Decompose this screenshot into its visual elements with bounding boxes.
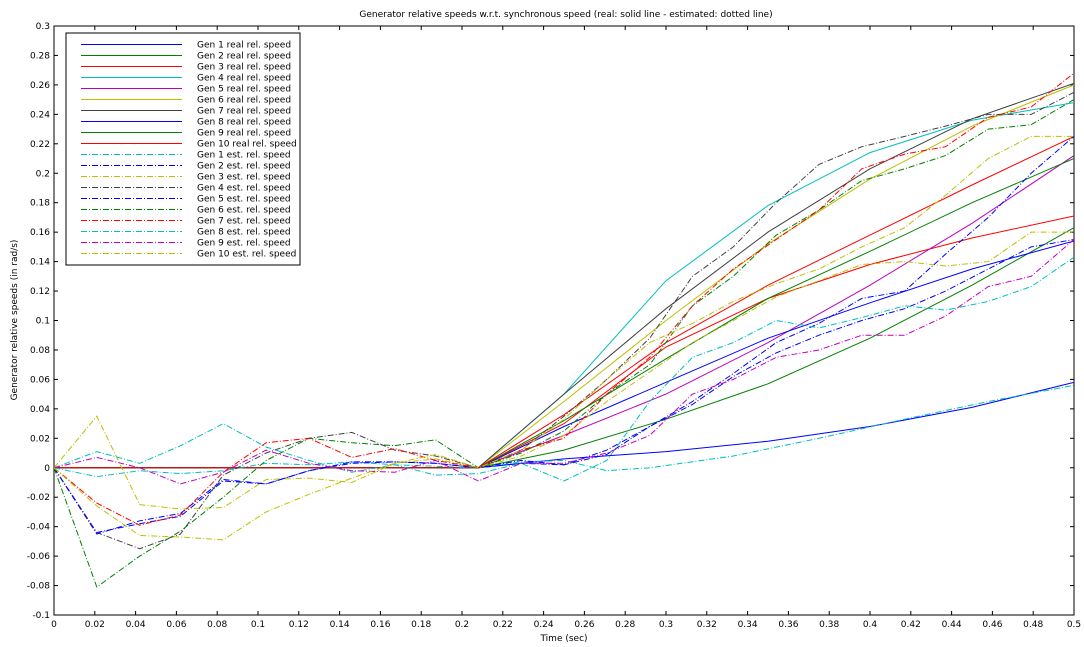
legend-label: Gen 3 real rel. speed (197, 63, 291, 73)
legend-label: Gen 7 est. rel. speed (197, 217, 291, 227)
y-tick-label: 0.06 (30, 375, 50, 385)
series-line-6 (54, 84, 1074, 469)
legend-label: Gen 4 est. rel. speed (197, 184, 291, 194)
series-line-11 (54, 384, 1074, 478)
series-line-20 (54, 135, 1074, 541)
x-tick-label: 0.1 (251, 620, 265, 630)
legend-label: Gen 4 real rel. speed (197, 74, 291, 84)
legend-label: Gen 5 est. rel. speed (197, 195, 291, 205)
y-tick-label: 0.18 (30, 199, 50, 209)
legend-label: Gen 6 est. rel. speed (197, 206, 291, 216)
legend-label: Gen 8 real rel. speed (197, 118, 291, 128)
y-tick-label: -0.02 (27, 493, 50, 503)
x-tick-label: 0.24 (534, 620, 554, 630)
legend-label: Gen 2 real rel. speed (197, 52, 291, 62)
x-tick-label: 0.48 (1023, 620, 1043, 630)
series-line-13 (54, 231, 1074, 510)
x-tick-label: 0.2 (455, 620, 469, 630)
x-tick-label: 0 (51, 620, 57, 630)
x-tick-label: 0.4 (863, 620, 878, 630)
x-tick-label: 0.3 (659, 620, 673, 630)
y-tick-label: -0.1 (32, 611, 50, 621)
series-line-19 (54, 239, 1074, 485)
legend-label: Gen 7 real rel. speed (197, 107, 291, 117)
y-tick-label: -0.04 (27, 523, 51, 533)
x-tick-label: 0.32 (697, 620, 717, 630)
series-line-18 (54, 256, 1074, 482)
axis-ticks (53, 25, 1075, 616)
legend-label: Gen 5 real rel. speed (197, 85, 291, 95)
x-tick-labels: 0 0.02 0.04 0.06 0.08 0.1 0.12 0.14 0.16 0.18 0.2 0… (51, 620, 1081, 630)
series-line-10 (54, 135, 1074, 469)
y-tick-label: 0.24 (30, 110, 50, 120)
legend-box (65, 32, 301, 266)
x-tick-label: 0.18 (411, 620, 431, 630)
x-tick-label: 0.02 (85, 620, 105, 630)
y-tick-label: 0.08 (30, 346, 50, 356)
legend-label: Gen 1 est. rel. speed (197, 151, 291, 161)
x-tick-label: 0.22 (493, 620, 513, 630)
series-lines (54, 72, 1074, 588)
series-line-7 (54, 82, 1074, 469)
series-line-8 (54, 240, 1074, 469)
y-tick-label: 0.04 (30, 405, 50, 415)
x-tick-label: 0.08 (207, 620, 227, 630)
y-tick-label: 0.1 (36, 317, 50, 327)
x-tick-label: 0.14 (330, 620, 350, 630)
y-tick-label: 0.02 (30, 434, 50, 444)
y-tick-label: 0 (44, 464, 50, 474)
y-tick-label: 0.26 (30, 81, 50, 91)
legend-label: Gen 9 est. rel. speed (197, 239, 291, 249)
y-tick-label: 0.3 (36, 22, 50, 32)
x-tick-label: 0.16 (370, 620, 390, 630)
y-tick-label: 0.22 (30, 140, 50, 150)
x-tick-label: 0.34 (738, 620, 758, 630)
x-tick-label: 0.42 (901, 620, 921, 630)
legend-label: Gen 6 real rel. speed (197, 96, 291, 106)
x-axis-title: Time (sec) (539, 634, 587, 644)
x-tick-label: 0.44 (942, 620, 962, 630)
legend-label: Gen 1 real rel. speed (197, 41, 291, 51)
x-tick-label: 0.5 (1067, 620, 1081, 630)
y-tick-labels: -0.1 -0.08 -0.06 -0.04 -0.02 0 0.02 0.04 0.06 0.0… (27, 22, 51, 621)
x-tick-label: 0.26 (574, 620, 594, 630)
x-tick-label: 0.46 (982, 620, 1002, 630)
legend-label: Gen 10 est. rel. speed (197, 250, 296, 260)
y-tick-label: 0.14 (30, 258, 50, 268)
x-tick-label: 0.28 (615, 620, 635, 630)
x-tick-label: 0.36 (778, 620, 798, 630)
y-tick-label: -0.06 (27, 552, 51, 562)
y-tick-label: 0.12 (30, 287, 50, 297)
x-tick-label: 0.12 (289, 620, 309, 630)
x-tick-label: 0.06 (166, 620, 186, 630)
chart-title: Generator relative speeds w.r.t. synchro… (359, 10, 772, 20)
legend-label: Gen 10 real rel. speed (197, 140, 297, 150)
series-line-9 (54, 158, 1074, 469)
y-tick-label: 0.2 (36, 169, 50, 179)
series-line-15 (54, 136, 1074, 535)
legend-label: Gen 3 est. rel. speed (197, 173, 291, 183)
y-tick-label: 0.28 (30, 51, 50, 61)
y-axis-title: Generator relative speeds (in rad/s) (10, 240, 20, 401)
legend-label: Gen 8 est. rel. speed (197, 228, 291, 238)
series-line-14 (54, 91, 1074, 550)
legend-label: Gen 2 est. rel. speed (197, 162, 291, 172)
x-tick-label: 0.04 (126, 620, 146, 630)
y-tick-label: 0.16 (30, 228, 50, 238)
x-tick-label: 0.38 (819, 620, 839, 630)
legend-label: Gen 9 real rel. speed (197, 129, 291, 139)
y-tick-label: -0.08 (27, 582, 51, 592)
